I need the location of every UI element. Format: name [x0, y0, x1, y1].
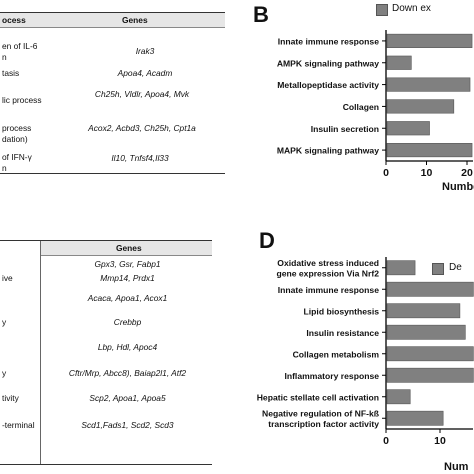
chart-d-bar [386, 367, 474, 383]
panel-b-legend-label: Down ex [392, 3, 431, 14]
chart-b-bar [386, 55, 412, 70]
table-c-row-4-process: y [2, 317, 7, 327]
chart-d-category-label: Innate immune response [278, 285, 379, 295]
table-c-row-6-genes: Cftr/Mrp, Abcc8), Baiap2l1, Atf2 [68, 368, 187, 378]
chart-d-x-tick-label: 10 [434, 435, 446, 447]
chart-d-bar [386, 324, 466, 340]
chart-b-x-axis-title: Numbe [442, 181, 474, 193]
chart-b-bar [386, 99, 455, 114]
chart-d-category-label: Hepatic stellate cell activation [257, 392, 379, 402]
table-c-header: Genes [41, 241, 212, 256]
table-a-header-process: ocess [2, 15, 26, 25]
table-c-row-4-genes: Crebbp [113, 317, 142, 327]
table-a: ocess Genes en of IL-6 n Irak3 tasis Apo… [0, 12, 225, 174]
table-a-row-2-genes: Apoa4, Acadm [117, 68, 173, 78]
table-a-row-4-genes: Acox2, Acbd3, Ch25h, Cpt1a [88, 123, 196, 133]
table-a-row-3-genes: Ch25h, Vldlr, Apoa4, Mvk [94, 89, 190, 99]
table-a-header-genes: Genes [122, 15, 148, 25]
table-a-row-3-process: lic process [2, 95, 42, 105]
chart-d-bar [386, 303, 461, 319]
chart-d-bar [386, 410, 444, 426]
table-c-row-1-genes: Gpx3, Gsr, Fabp1 [94, 259, 161, 269]
chart-d-category-label: Collagen metabolism [293, 349, 380, 359]
chart-b-category-label: Collagen [343, 102, 379, 112]
table-a-header: ocess Genes [0, 13, 225, 28]
panel-b-letter: B [253, 2, 269, 27]
table-c-row-7-process: tivity [2, 393, 19, 403]
chart-d-bar [386, 281, 474, 297]
chart-b-x-tick-label: 0 [383, 167, 389, 179]
chart-d-category-label: transcription factor activity [268, 419, 379, 429]
table-c-row-5-genes: Lbp, Hdl, Apoc4 [97, 342, 158, 352]
chart-b-bar [386, 121, 430, 136]
chart-d-x-axis-title: Num [444, 461, 469, 473]
chart-d-category-label: Oxidative stress induced [277, 258, 379, 268]
table-c-row-2-genes: Mmp14, Prdx1 [100, 273, 155, 283]
chart-b-category-label: Innate immune response [278, 36, 379, 46]
chart-b-category-label: MAPK signaling pathway [277, 146, 379, 156]
table-a-row-4-process: process [2, 123, 32, 133]
table-a-row-5-process-cont: n [2, 163, 7, 173]
table-c-row-8-process: -terminal [2, 420, 35, 430]
table-a-row-1-genes: Irak3 [135, 46, 155, 56]
chart-d-category-label: Negative regulation of NF-kß [262, 409, 379, 419]
chart-d-category-label: Insulin resistance [306, 328, 379, 338]
table-c: Genes Gpx3, Gsr, Fabp1 ive Mmp14, Prdx1 … [0, 240, 212, 465]
panel-d-legend-swatch [432, 263, 444, 275]
chart-b-category-label: Metallopeptidase activity [277, 80, 379, 90]
chart-b-x-tick-label: 10 [421, 167, 433, 179]
table-c-column-divider [40, 241, 41, 464]
chart-d-category-label: Inflammatory response [284, 371, 379, 381]
table-c-row-8-genes: Scd1,Fads1, Scd2, Scd3 [81, 420, 174, 430]
chart-d-bar [386, 346, 474, 362]
chart-d-category-label: Lipid biosynthesis [304, 306, 380, 316]
table-c-header-genes: Genes [116, 243, 142, 253]
chart-d-category-label: gene expression Via Nrf2 [276, 269, 379, 279]
chart-d-x-tick-label: 0 [383, 435, 389, 447]
table-c-row-6-process: y [2, 368, 7, 378]
chart-b-bar [386, 77, 471, 92]
chart-d-bar [386, 260, 416, 276]
table-c-row-2-process: ive [2, 273, 13, 283]
table-c-row-3-genes: Acaca, Apoa1, Acox1 [87, 293, 168, 303]
panel-d-legend-label: De [449, 262, 462, 273]
panel-b-legend-swatch [376, 4, 388, 16]
table-a-row-5-process: of IFN-γ [2, 152, 32, 162]
chart-d-bar [386, 389, 411, 405]
chart-b-category-label: AMPK signaling pathway [277, 58, 379, 68]
chart-b-bar [386, 33, 473, 48]
chart-b-category-label: Insulin secretion [311, 124, 379, 134]
table-a-row-5-genes: Il10, Tnfsf4,Il33 [111, 153, 169, 163]
table-a-row-1-process-cont: n [2, 52, 7, 62]
table-a-row-2-process: tasis [2, 68, 20, 78]
table-c-row-7-genes: Scp2, Apoa1, Apoa5 [89, 393, 166, 403]
table-a-row-1-process: en of IL-6 [2, 41, 38, 51]
chart-b-bar [386, 143, 473, 158]
panel-d-letter: D [259, 228, 275, 253]
table-a-row-4-process-cont: dation) [2, 134, 28, 144]
chart-b-x-tick-label: 20 [461, 167, 473, 179]
